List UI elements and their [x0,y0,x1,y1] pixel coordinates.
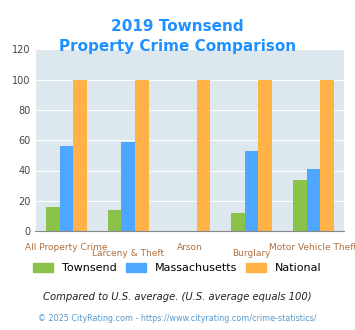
Bar [197,80,210,231]
Bar [307,169,320,231]
Text: Property Crime Comparison: Property Crime Comparison [59,39,296,54]
Text: Arson: Arson [177,243,203,251]
Bar [231,213,245,231]
Bar [60,146,73,231]
Text: Compared to U.S. average. (U.S. average equals 100): Compared to U.S. average. (U.S. average … [43,292,312,302]
Text: Motor Vehicle Theft: Motor Vehicle Theft [269,243,355,251]
Text: © 2025 CityRating.com - https://www.cityrating.com/crime-statistics/: © 2025 CityRating.com - https://www.city… [38,314,317,323]
Text: Burglary: Burglary [233,249,271,258]
Bar [258,80,272,231]
Bar [73,80,87,231]
Bar [320,80,334,231]
Text: Larceny & Theft: Larceny & Theft [92,249,164,258]
Bar [293,180,307,231]
Bar [121,142,135,231]
Bar [46,207,60,231]
Text: All Property Crime: All Property Crime [25,243,108,251]
Bar [135,80,148,231]
Bar [245,151,258,231]
Legend: Townsend, Massachusetts, National: Townsend, Massachusetts, National [33,263,322,273]
Bar [108,210,121,231]
Text: 2019 Townsend: 2019 Townsend [111,19,244,34]
